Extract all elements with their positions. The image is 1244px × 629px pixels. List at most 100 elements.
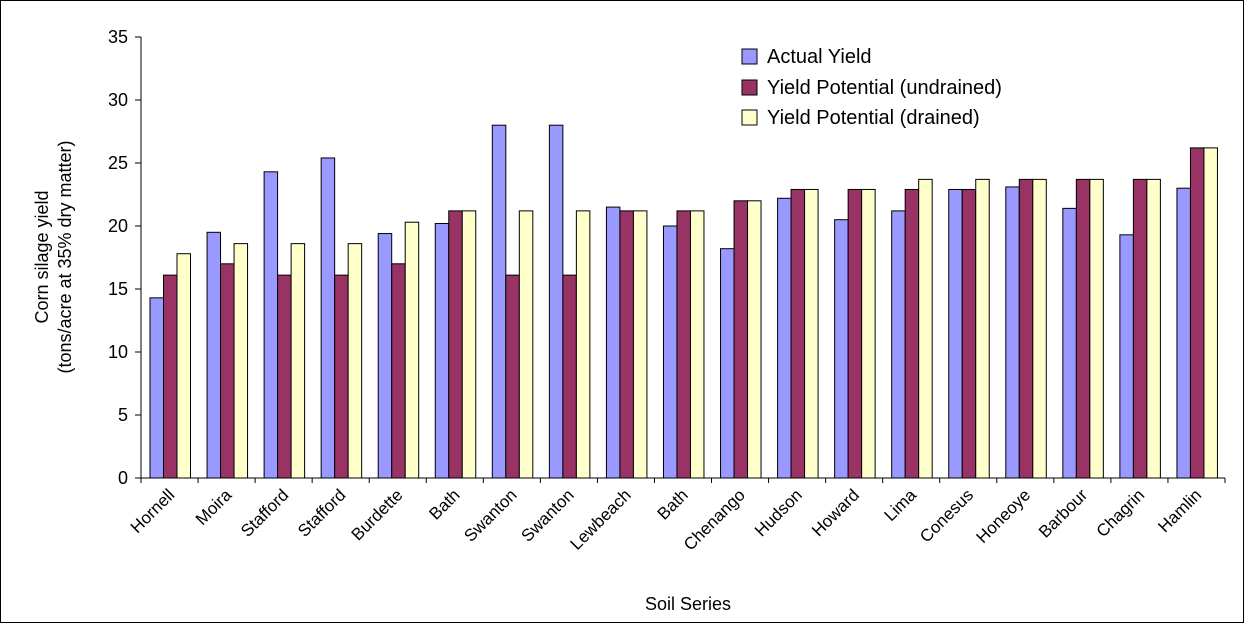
x-category-label: Chenango: [680, 485, 749, 554]
bar-actual-yield-11: [777, 197, 792, 479]
bar-actual-yield-3: [320, 157, 336, 479]
bar-yield-potential-drained-8: [632, 210, 648, 479]
bars-group: [149, 124, 1218, 479]
bar-actual-yield-8: [605, 206, 621, 479]
y-tick-label: 10: [108, 342, 128, 362]
bar-actual-yield-0: [149, 297, 164, 479]
legend-label-yield-potential-drained: Yield Potential (drained): [767, 107, 980, 129]
bar-yield-potential-undrained-2: [277, 274, 292, 479]
x-category-label: Bath: [425, 485, 463, 523]
bar-yield-potential-drained-9: [689, 210, 705, 479]
x-category-label: Hudson: [751, 485, 806, 540]
bar-actual-yield-13: [891, 210, 906, 479]
bar-actual-yield-17: [1119, 234, 1134, 479]
bar-yield-potential-undrained-0: [163, 274, 178, 479]
bar-yield-potential-undrained-7: [562, 274, 577, 479]
bar-yield-potential-undrained-13: [904, 188, 920, 479]
bar-yield-potential-drained-3: [347, 243, 363, 479]
legend-swatch-yield-potential-drained: [741, 109, 758, 126]
axes-group: [140, 37, 1225, 479]
bar-yield-potential-undrained-9: [676, 210, 691, 479]
bar-yield-potential-drained-13: [918, 178, 933, 479]
bar-yield-potential-drained-4: [404, 221, 420, 479]
bar-actual-yield-6: [491, 124, 507, 479]
x-category-label: Chagrin: [1093, 485, 1149, 541]
x-category-label: Swanton: [460, 485, 520, 545]
y-tick-label: 5: [118, 405, 128, 425]
bar-yield-potential-undrained-5: [448, 210, 463, 479]
bar-yield-potential-undrained-4: [391, 263, 406, 479]
x-category-label: Hornell: [127, 485, 179, 537]
bar-actual-yield-2: [263, 171, 279, 479]
bar-actual-yield-5: [434, 222, 450, 479]
x-category-label: Stafford: [294, 485, 349, 540]
bar-yield-potential-undrained-17: [1132, 178, 1148, 479]
bar-yield-potential-drained-6: [518, 210, 534, 479]
bar-yield-potential-drained-18: [1203, 147, 1218, 479]
legend-label-yield-potential-undrained: Yield Potential (undrained): [767, 77, 1002, 99]
bar-yield-potential-drained-17: [1146, 178, 1161, 479]
bar-yield-potential-drained-12: [861, 188, 876, 479]
bar-yield-potential-drained-1: [233, 243, 249, 479]
bar-actual-yield-4: [377, 233, 393, 479]
bar-yield-potential-drained-14: [975, 178, 990, 479]
x-category-label: Burdette: [348, 485, 407, 544]
y-tick-label: 15: [108, 279, 128, 299]
x-category-label: Lewbeach: [567, 485, 635, 553]
legend-label-actual-yield: Actual Yield: [767, 46, 872, 68]
bar-yield-potential-undrained-6: [505, 274, 520, 479]
x-category-label: Hamlin: [1154, 485, 1205, 536]
x-category-label: Stafford: [237, 485, 292, 540]
bar-yield-potential-drained-7: [575, 210, 591, 479]
x-category-label: Moira: [192, 485, 236, 529]
bar-yield-potential-drained-15: [1032, 178, 1047, 479]
bar-yield-potential-undrained-16: [1075, 178, 1091, 479]
x-category-label: Lima: [881, 485, 921, 525]
y-axis-title-line1: Corn silage yield: [32, 190, 52, 323]
bar-yield-potential-undrained-14: [961, 188, 977, 479]
y-ticks-group: 0 5 10 15 20 25 30 35: [108, 27, 141, 488]
bar-yield-potential-drained-11: [804, 188, 819, 479]
bar-yield-potential-undrained-8: [619, 210, 634, 479]
bar-yield-potential-drained-0: [176, 253, 191, 479]
y-tick-label: 0: [118, 468, 128, 488]
legend-swatch-actual-yield: [741, 48, 758, 65]
y-axis-title-line2: (tons/acre at 35% dry matter): [55, 140, 75, 373]
bar-yield-potential-undrained-10: [733, 200, 749, 479]
x-category-label: Barbour: [1035, 485, 1091, 541]
bar-actual-yield-18: [1176, 187, 1191, 479]
bar-yield-potential-drained-5: [461, 210, 477, 479]
bar-actual-yield-9: [662, 225, 678, 479]
x-axis-title: Soil Series: [645, 594, 731, 614]
bar-yield-potential-undrained-12: [847, 188, 863, 479]
y-tick-label: 25: [108, 153, 128, 173]
y-tick-label: 30: [108, 90, 128, 110]
legend: Actual Yield Yield Potential (undrained)…: [741, 46, 1002, 129]
bar-yield-potential-undrained-11: [790, 188, 806, 479]
bar-actual-yield-12: [834, 219, 849, 479]
x-category-label: Conesus: [916, 485, 977, 546]
x-category-label: Bath: [654, 485, 692, 523]
bar-actual-yield-16: [1062, 207, 1077, 479]
bar-yield-potential-undrained-1: [220, 263, 235, 479]
bar-actual-yield-10: [720, 248, 735, 479]
x-category-label: Swanton: [517, 485, 577, 545]
bar-yield-potential-undrained-18: [1189, 147, 1205, 479]
bar-yield-potential-drained-2: [290, 243, 306, 479]
bar-yield-potential-drained-10: [747, 200, 762, 479]
bar-actual-yield-1: [206, 231, 222, 479]
x-category-label: Howard: [808, 485, 863, 540]
x-category-label: Honeoye: [973, 485, 1035, 547]
y-tick-label: 20: [108, 216, 128, 236]
bar-yield-potential-drained-16: [1089, 178, 1104, 479]
y-tick-label: 35: [108, 27, 128, 47]
legend-swatch-yield-potential-undrained: [741, 79, 758, 96]
bar-yield-potential-undrained-3: [334, 274, 349, 479]
bar-yield-potential-undrained-15: [1018, 178, 1034, 479]
bar-actual-yield-7: [548, 124, 564, 479]
bar-actual-yield-14: [948, 188, 963, 479]
bar-actual-yield-15: [1005, 186, 1020, 479]
